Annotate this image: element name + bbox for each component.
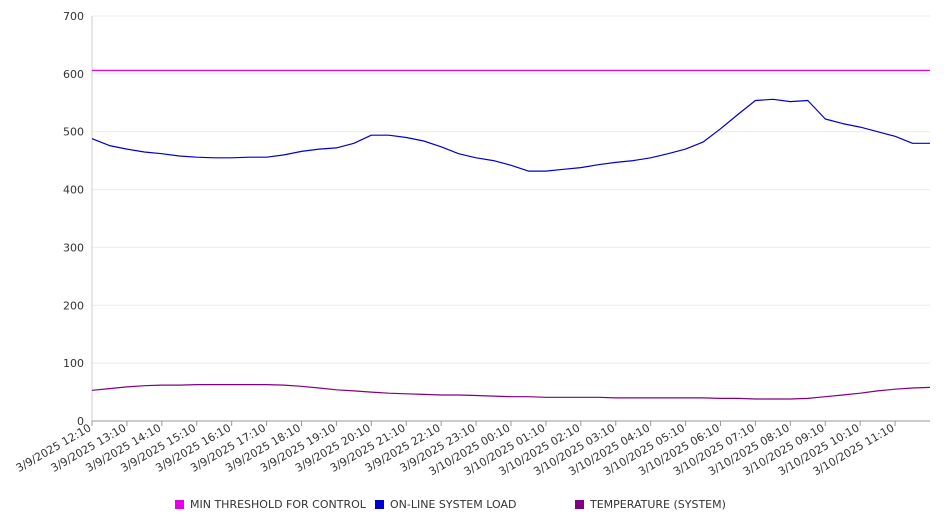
legend-label-min-threshold: MIN THRESHOLD FOR CONTROL xyxy=(190,498,366,511)
y-tick-label: 100 xyxy=(63,357,84,370)
axes xyxy=(91,16,930,426)
y-tick-label: 600 xyxy=(63,68,84,81)
legend-swatch-min-threshold xyxy=(175,500,184,509)
y-tick-label: 0 xyxy=(77,415,84,428)
legend-label-system-load: ON-LINE SYSTEM LOAD xyxy=(390,498,517,511)
legend-swatch-temperature xyxy=(575,500,584,509)
legend-swatch-system-load xyxy=(375,500,384,509)
grid-lines xyxy=(92,15,930,364)
series-line-temperature xyxy=(91,384,931,400)
y-tick-label: 700 xyxy=(63,10,84,23)
y-tick-label: 200 xyxy=(63,299,84,312)
y-tick-labels: 0 100 200 300 400 500 600 700 xyxy=(63,10,84,428)
legend-label-temperature: TEMPERATURE (SYSTEM) xyxy=(590,498,726,511)
legend-item-system-load: ON-LINE SYSTEM LOAD xyxy=(375,498,516,511)
y-tick-label: 300 xyxy=(63,241,84,254)
legend-item-min-threshold: MIN THRESHOLD FOR CONTROL xyxy=(175,498,366,511)
y-tick-label: 500 xyxy=(63,126,84,139)
series-line-system-load xyxy=(91,98,930,172)
legend-item-temperature: TEMPERATURE (SYSTEM) xyxy=(575,498,726,511)
x-tick-labels: 3/9/2025 12:103/9/2025 13:103/9/2025 14:… xyxy=(14,421,897,478)
y-tick-label: 400 xyxy=(63,184,84,197)
legend: MIN THRESHOLD FOR CONTROL ON-LINE SYSTEM… xyxy=(0,498,946,516)
series-lines xyxy=(91,69,931,400)
